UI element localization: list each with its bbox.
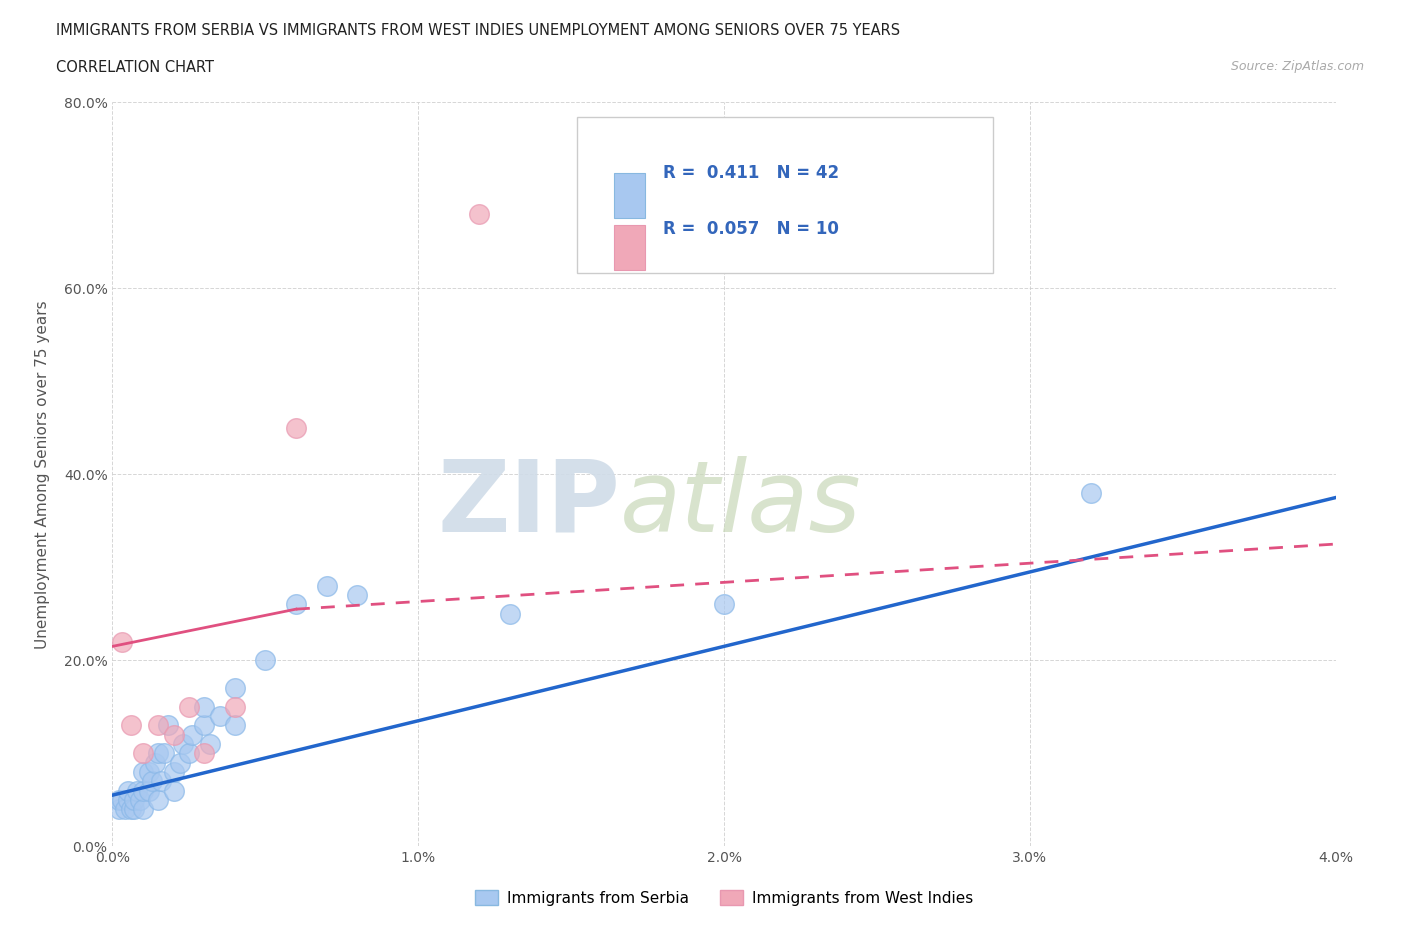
Point (107, 792, 129, 807)
Legend: Immigrants from Serbia, Immigrants from West Indies: Immigrants from Serbia, Immigrants from … (475, 890, 973, 906)
Point (193, 746, 215, 761)
Point (120, 718, 142, 733)
Point (208, 709, 231, 724)
Point (169, 755, 191, 770)
Point (143, 755, 166, 770)
Point (181, 727, 204, 742)
Point (153, 746, 176, 761)
Point (132, 764, 155, 779)
Text: R =  0.057   N = 10: R = 0.057 N = 10 (664, 219, 839, 238)
Point (141, 774, 163, 789)
Point (1080, 485, 1102, 500)
Point (193, 718, 215, 733)
FancyBboxPatch shape (614, 173, 644, 218)
Point (129, 792, 152, 807)
Point (107, 802, 129, 817)
Point (224, 699, 246, 714)
Point (117, 783, 139, 798)
Point (138, 783, 160, 798)
Point (224, 681, 246, 696)
Point (148, 718, 170, 733)
Point (172, 737, 194, 751)
Point (284, 597, 308, 612)
Point (132, 783, 155, 798)
Point (111, 792, 134, 807)
Point (163, 764, 186, 779)
Point (117, 792, 139, 807)
Text: IMMIGRANTS FROM SERBIA VS IMMIGRANTS FROM WEST INDIES UNEMPLOYMENT AMONG SENIORS: IMMIGRANTS FROM SERBIA VS IMMIGRANTS FRO… (56, 23, 900, 38)
Text: R =  0.411   N = 42: R = 0.411 N = 42 (664, 164, 839, 182)
Point (163, 783, 186, 798)
Point (132, 802, 155, 817)
Point (177, 746, 200, 761)
Point (200, 737, 222, 751)
FancyBboxPatch shape (578, 117, 993, 273)
Point (148, 746, 170, 761)
Point (122, 802, 145, 817)
Point (114, 802, 136, 817)
Point (150, 774, 173, 789)
Point (468, 206, 491, 221)
Point (163, 727, 186, 742)
Text: Source: ZipAtlas.com: Source: ZipAtlas.com (1230, 60, 1364, 73)
Point (125, 783, 148, 798)
Point (284, 420, 308, 435)
Point (254, 653, 277, 668)
Point (138, 764, 160, 779)
Point (177, 699, 200, 714)
Y-axis label: Unemployment Among Seniors over 75 years: Unemployment Among Seniors over 75 years (35, 300, 49, 648)
Point (132, 746, 155, 761)
Point (193, 699, 215, 714)
FancyBboxPatch shape (614, 225, 644, 270)
Text: CORRELATION CHART: CORRELATION CHART (56, 60, 214, 75)
Point (224, 718, 246, 733)
Text: atlas: atlas (620, 456, 862, 552)
Point (120, 802, 142, 817)
Point (499, 606, 522, 621)
Point (315, 578, 337, 593)
Point (111, 634, 134, 649)
Point (148, 792, 170, 807)
Point (156, 718, 179, 733)
Text: ZIP: ZIP (437, 456, 620, 552)
Point (122, 792, 145, 807)
Point (713, 597, 735, 612)
Point (346, 588, 368, 603)
